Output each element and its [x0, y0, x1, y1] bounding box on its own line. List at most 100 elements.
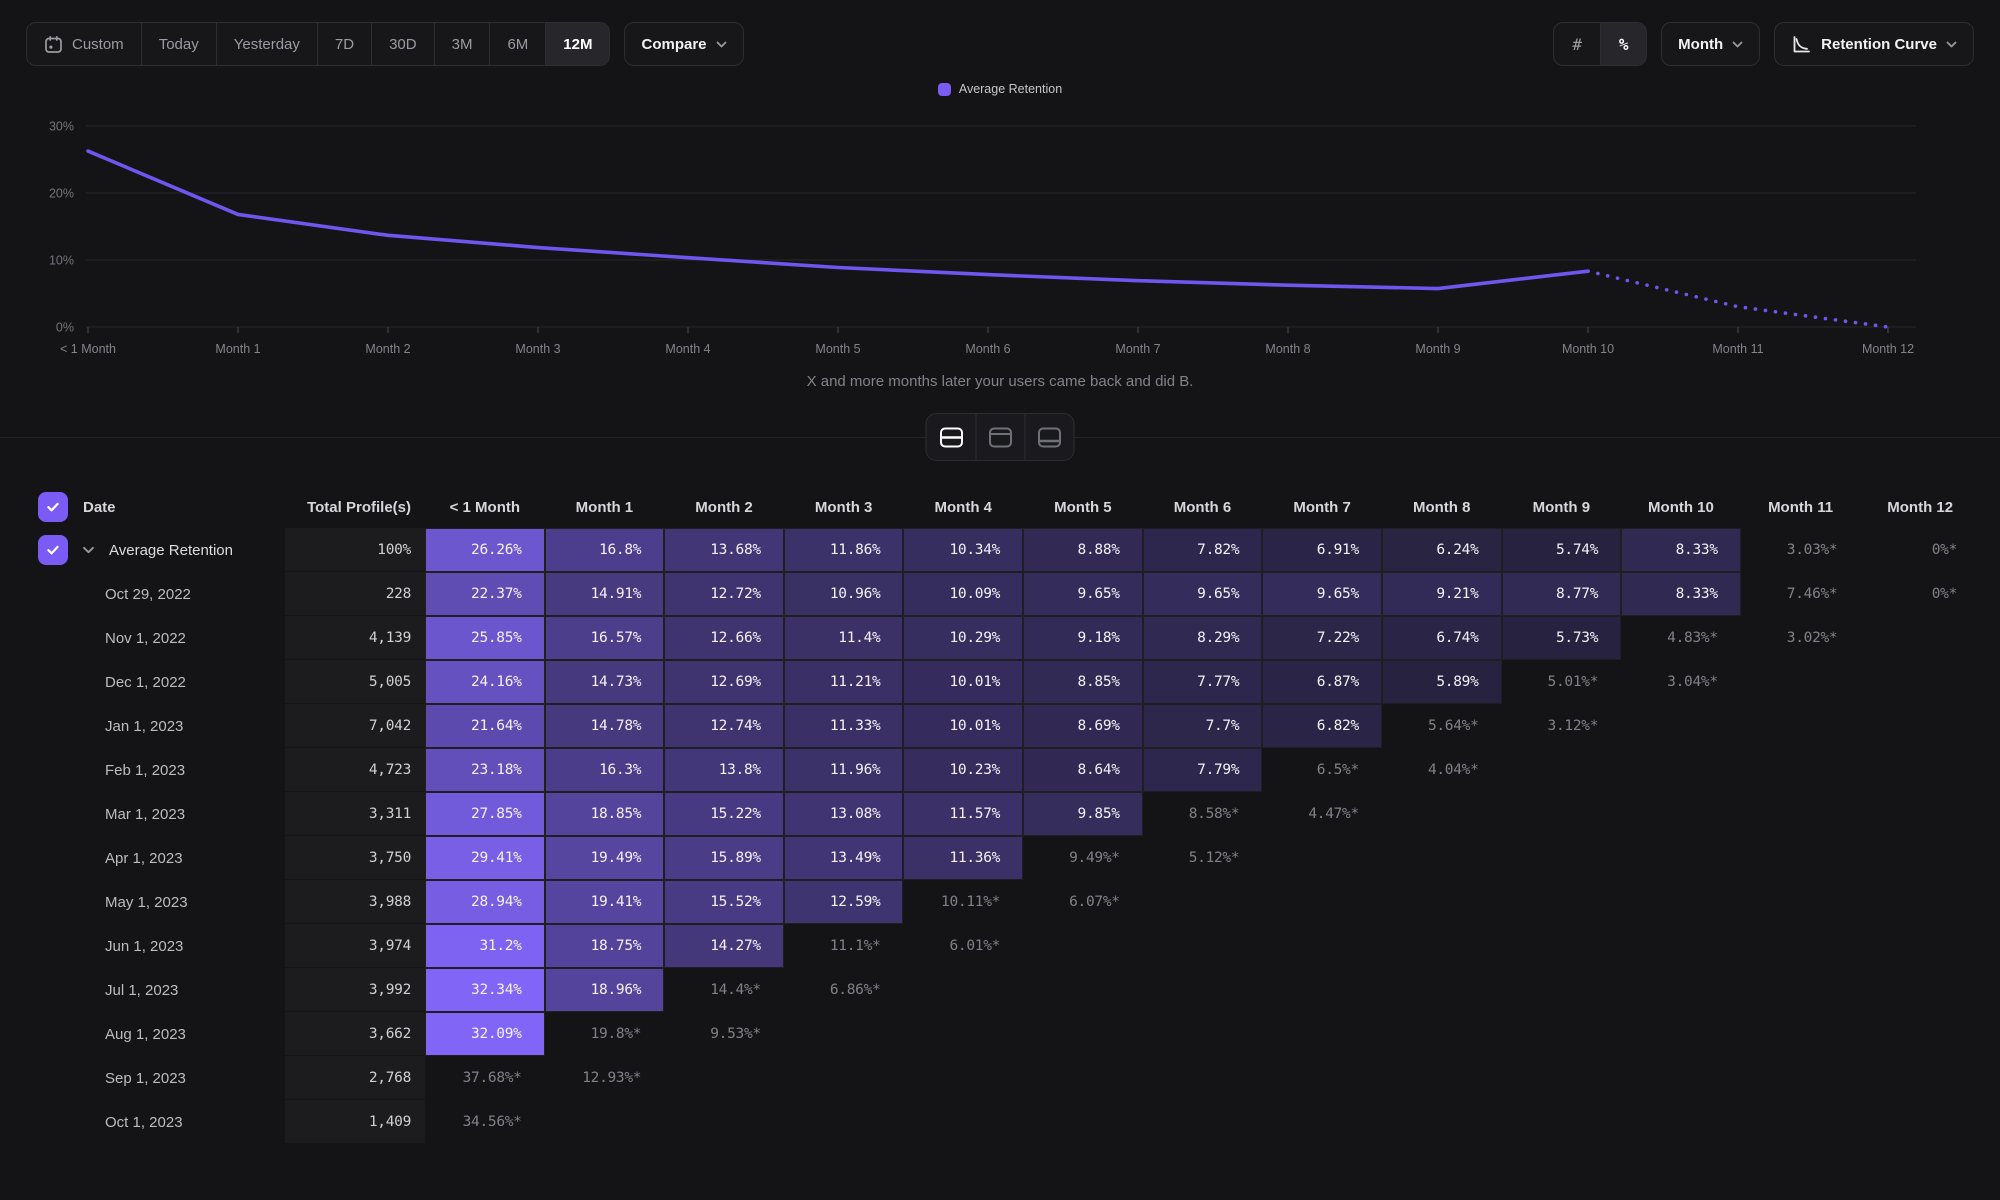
- retention-cell[interactable]: 13.08%: [783, 792, 904, 836]
- retention-cell[interactable]: 5.73%: [1501, 616, 1622, 660]
- retention-cell[interactable]: 10.34%: [903, 528, 1024, 572]
- retention-cell[interactable]: 13.49%: [783, 836, 904, 880]
- granularity-button[interactable]: Month: [1661, 22, 1761, 66]
- retention-cell[interactable]: 11.96%: [783, 748, 904, 792]
- retention-cell[interactable]: 19.8%*: [544, 1012, 665, 1056]
- retention-cell[interactable]: 0%*: [1860, 528, 1980, 572]
- retention-cell[interactable]: 10.11%*: [903, 880, 1024, 924]
- retention-cell[interactable]: 18.96%: [544, 968, 665, 1012]
- retention-cell[interactable]: 0%*: [1860, 572, 1980, 616]
- retention-cell[interactable]: 18.75%: [544, 924, 665, 968]
- retention-cell[interactable]: 14.27%: [664, 924, 784, 968]
- range-button-30d[interactable]: 30D: [371, 23, 434, 65]
- retention-cell[interactable]: 9.53%*: [664, 1012, 784, 1056]
- retention-cell[interactable]: 11.33%: [783, 704, 904, 748]
- retention-cell[interactable]: 26.26%: [425, 528, 545, 572]
- retention-cell[interactable]: 5.89%: [1381, 660, 1502, 704]
- retention-cell[interactable]: 28.94%: [425, 880, 545, 924]
- retention-cell[interactable]: 3.12%*: [1501, 704, 1622, 748]
- retention-cell[interactable]: 11.4%: [783, 616, 904, 660]
- retention-cell[interactable]: 3.02%*: [1740, 616, 1861, 660]
- retention-cell[interactable]: 9.85%: [1023, 792, 1143, 836]
- retention-cell[interactable]: 9.65%: [1262, 572, 1382, 616]
- range-button-3m[interactable]: 3M: [433, 23, 490, 65]
- retention-cell[interactable]: 6.86%*: [783, 968, 904, 1012]
- retention-cell[interactable]: 8.69%: [1023, 704, 1143, 748]
- retention-cell[interactable]: 24.16%: [425, 660, 545, 704]
- retention-cell[interactable]: 4.47%*: [1262, 792, 1382, 836]
- retention-cell[interactable]: 15.52%: [664, 880, 784, 924]
- retention-cell[interactable]: 11.1%*: [783, 924, 904, 968]
- range-button-yesterday[interactable]: Yesterday: [215, 23, 317, 65]
- expand-chevron-icon[interactable]: [82, 546, 95, 554]
- retention-cell[interactable]: 18.85%: [544, 792, 665, 836]
- retention-cell[interactable]: 6.01%*: [903, 924, 1024, 968]
- retention-cell[interactable]: 14.73%: [544, 660, 665, 704]
- range-button-6m[interactable]: 6M: [489, 23, 545, 65]
- retention-cell[interactable]: 9.18%: [1023, 616, 1143, 660]
- retention-cell[interactable]: 14.78%: [544, 704, 665, 748]
- retention-cell[interactable]: 10.01%: [903, 704, 1024, 748]
- retention-cell[interactable]: 12.69%: [664, 660, 784, 704]
- retention-cell[interactable]: 10.96%: [783, 572, 904, 616]
- retention-cell[interactable]: 37.68%*: [425, 1056, 545, 1100]
- retention-cell[interactable]: 7.77%: [1142, 660, 1263, 704]
- retention-cell[interactable]: 6.74%: [1381, 616, 1502, 660]
- retention-cell[interactable]: 14.91%: [544, 572, 665, 616]
- range-button-12m[interactable]: 12M: [545, 23, 610, 65]
- retention-cell[interactable]: 7.79%: [1142, 748, 1263, 792]
- top-panel-view-button[interactable]: [975, 414, 1025, 460]
- retention-cell[interactable]: 13.8%: [664, 748, 784, 792]
- retention-cell[interactable]: 8.58%*: [1142, 792, 1263, 836]
- range-button-today[interactable]: Today: [140, 23, 216, 65]
- retention-cell[interactable]: 9.65%: [1023, 572, 1143, 616]
- retention-cell[interactable]: 19.49%: [544, 836, 665, 880]
- retention-cell[interactable]: 29.41%: [425, 836, 545, 880]
- retention-cell[interactable]: 4.83%*: [1621, 616, 1741, 660]
- retention-cell[interactable]: 13.68%: [664, 528, 784, 572]
- retention-cell[interactable]: 5.01%*: [1501, 660, 1622, 704]
- retention-cell[interactable]: 8.88%: [1023, 528, 1143, 572]
- retention-cell[interactable]: 27.85%: [425, 792, 545, 836]
- retention-cell[interactable]: 11.21%: [783, 660, 904, 704]
- retention-cell[interactable]: 3.03%*: [1740, 528, 1861, 572]
- retention-cell[interactable]: 7.82%: [1142, 528, 1263, 572]
- range-button-custom[interactable]: Custom: [27, 23, 141, 65]
- retention-cell[interactable]: 3.04%*: [1621, 660, 1741, 704]
- retention-cell[interactable]: 12.74%: [664, 704, 784, 748]
- retention-cell[interactable]: 8.33%: [1621, 572, 1741, 616]
- retention-cell[interactable]: 6.5%*: [1262, 748, 1382, 792]
- retention-cell[interactable]: 11.57%: [903, 792, 1024, 836]
- retention-cell[interactable]: 16.8%: [544, 528, 665, 572]
- retention-cell[interactable]: 32.09%: [425, 1012, 545, 1056]
- select-all-checkbox[interactable]: [38, 492, 68, 522]
- retention-cell[interactable]: 12.72%: [664, 572, 784, 616]
- average-retention-checkbox[interactable]: [38, 535, 68, 565]
- retention-cell[interactable]: 11.36%: [903, 836, 1024, 880]
- retention-cell[interactable]: 7.22%: [1262, 616, 1382, 660]
- retention-cell[interactable]: 19.41%: [544, 880, 665, 924]
- retention-cell[interactable]: 6.87%: [1262, 660, 1382, 704]
- retention-cell[interactable]: 32.34%: [425, 968, 545, 1012]
- retention-cell[interactable]: 10.23%: [903, 748, 1024, 792]
- retention-cell[interactable]: 15.22%: [664, 792, 784, 836]
- retention-cell[interactable]: 5.12%*: [1142, 836, 1263, 880]
- retention-cell[interactable]: 4.04%*: [1381, 748, 1502, 792]
- split-view-button[interactable]: [927, 414, 976, 460]
- compare-button[interactable]: Compare: [624, 22, 744, 66]
- retention-cell[interactable]: 12.66%: [664, 616, 784, 660]
- retention-cell[interactable]: 34.56%*: [425, 1100, 545, 1144]
- retention-cell[interactable]: 22.37%: [425, 572, 545, 616]
- retention-cell[interactable]: 10.09%: [903, 572, 1024, 616]
- retention-cell[interactable]: 8.85%: [1023, 660, 1143, 704]
- bottom-panel-view-button[interactable]: [1024, 414, 1074, 460]
- percentage-button[interactable]: %: [1600, 23, 1647, 65]
- retention-cell[interactable]: 12.59%: [783, 880, 904, 924]
- retention-cell[interactable]: 5.64%*: [1381, 704, 1502, 748]
- retention-cell[interactable]: 8.29%: [1142, 616, 1263, 660]
- retention-cell[interactable]: 10.29%: [903, 616, 1024, 660]
- retention-line-chart[interactable]: 0% 10% 20% 30% < 1 Month Month 1 Month 2 Month …: [0, 102, 2000, 367]
- retention-cell[interactable]: 9.21%: [1381, 572, 1502, 616]
- retention-cell[interactable]: 9.65%: [1142, 572, 1263, 616]
- retention-cell[interactable]: 16.57%: [544, 616, 665, 660]
